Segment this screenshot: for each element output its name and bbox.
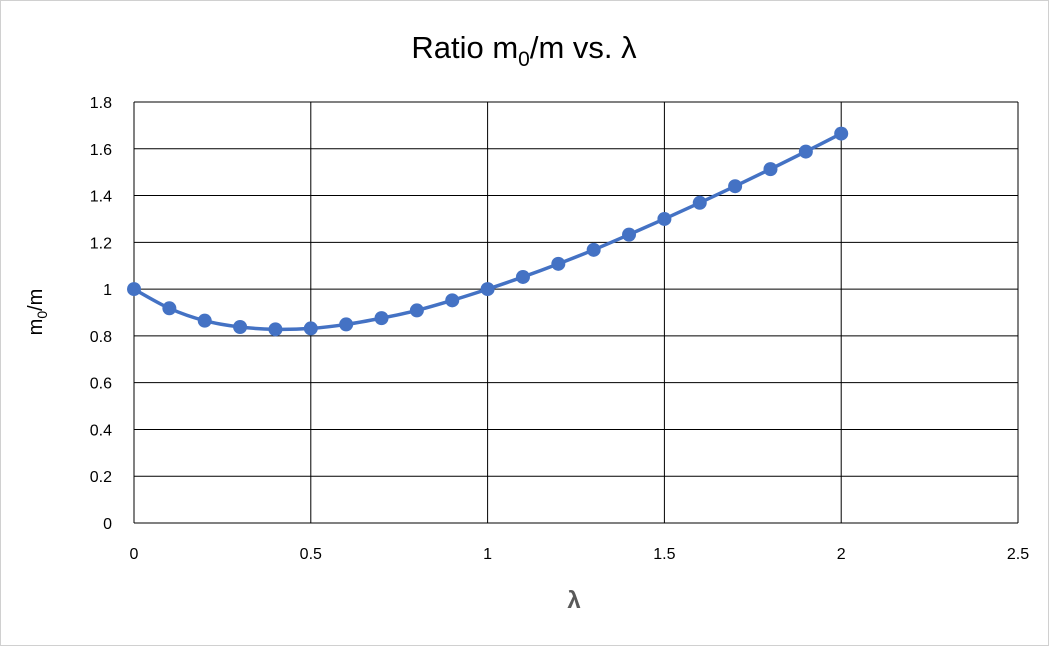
title-subscript: 0 (518, 48, 530, 71)
series (127, 126, 849, 337)
data-point-2 (197, 313, 212, 328)
title-main: Ratio m (411, 30, 518, 65)
chart-title: Ratio m0/m vs. λ (411, 30, 637, 71)
data-point-19 (798, 144, 813, 159)
ylabel-subscript: 0 (34, 311, 50, 319)
y-tick-label-6: 1.2 (90, 235, 112, 252)
y-tick-label-2: 0.4 (90, 422, 112, 439)
ylabel-tail: /m (25, 289, 47, 311)
x-tick-label-3: 1.5 (653, 546, 675, 563)
data-point-5 (303, 321, 318, 336)
data-point-6 (339, 317, 354, 332)
data-point-15 (657, 211, 672, 226)
y-tick-label-9: 1.8 (90, 95, 112, 112)
y-tick-label-0: 0 (103, 516, 112, 533)
data-point-16 (692, 195, 707, 210)
x-tick-label-4: 2 (837, 546, 846, 563)
data-point-0 (127, 282, 141, 297)
data-point-9 (445, 293, 460, 308)
y-tick-label-3: 0.6 (90, 376, 112, 393)
data-point-11 (515, 269, 530, 284)
y-tick-label-1: 0.2 (90, 469, 112, 486)
data-point-4 (268, 322, 283, 337)
x-tick-label-5: 2.5 (1007, 546, 1029, 563)
y-tick-label-5: 1 (103, 282, 112, 299)
y-tick-label-7: 1.4 (90, 189, 112, 206)
data-point-14 (622, 227, 637, 242)
x-tick-label-1: 0.5 (300, 546, 322, 563)
ylabel-main: m (25, 319, 47, 336)
data-point-17 (728, 179, 743, 194)
data-point-3 (233, 320, 248, 335)
y-tick-labels: 0 0.2 0.4 0.6 0.8 1 1.2 1.4 1.6 1.8 (90, 95, 112, 533)
data-point-7 (374, 311, 389, 326)
data-point-10 (480, 282, 495, 297)
y-tick-label-4: 0.8 (90, 329, 112, 346)
grid (133, 101, 1019, 524)
data-point-18 (763, 162, 778, 177)
data-point-13 (586, 242, 601, 257)
y-tick-label-8: 1.6 (90, 142, 112, 159)
x-tick-label-0: 0 (130, 546, 139, 563)
x-tick-label-2: 1 (483, 546, 492, 563)
y-axis-label: m0/m (25, 289, 50, 336)
data-point-8 (409, 303, 424, 318)
x-axis-label: λ (567, 587, 580, 614)
data-point-20 (834, 126, 849, 141)
x-tick-labels: 0 0.5 1 1.5 2 2.5 (130, 546, 1030, 563)
data-point-12 (551, 256, 566, 271)
title-tail: /m vs. λ (530, 30, 637, 65)
data-point-1 (162, 301, 177, 316)
